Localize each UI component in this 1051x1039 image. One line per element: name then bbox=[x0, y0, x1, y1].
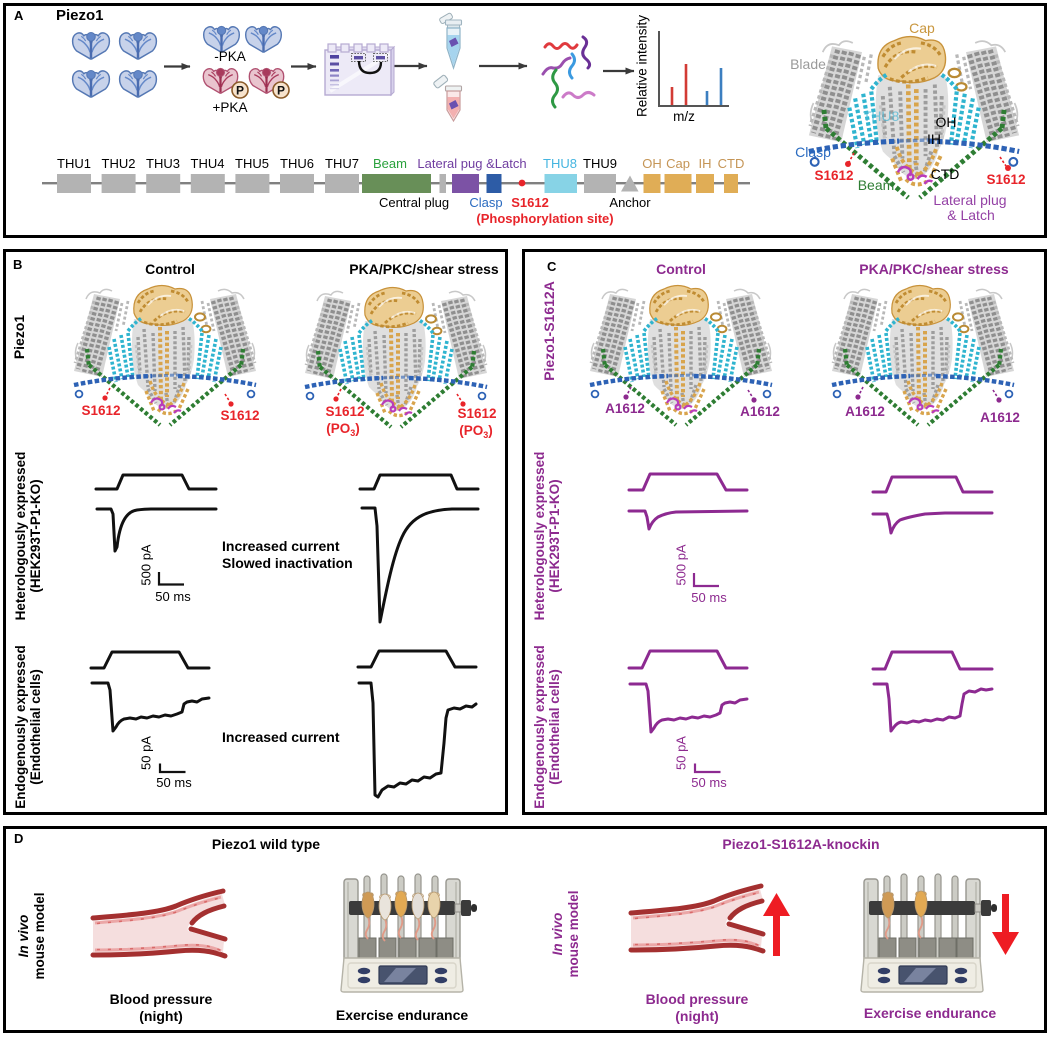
svg-text:P: P bbox=[236, 84, 244, 98]
svg-text:P: P bbox=[277, 84, 285, 98]
